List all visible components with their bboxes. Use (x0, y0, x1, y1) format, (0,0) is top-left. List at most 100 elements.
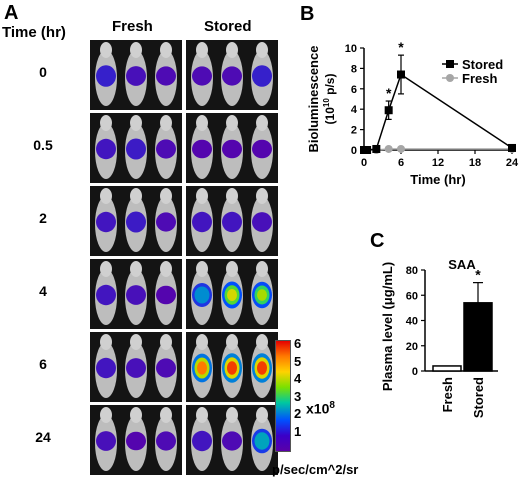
signal-core (227, 289, 237, 301)
signal-outer (252, 212, 272, 232)
mouse-trio (95, 42, 177, 106)
data-point-stored (397, 70, 405, 79)
signal-outer (222, 431, 242, 451)
y-tick-label: 2 (351, 125, 357, 137)
signal-outer (192, 66, 212, 86)
signal-outer (156, 358, 176, 378)
stored-mouse-image (186, 113, 278, 183)
x-tick-label: 24 (506, 157, 519, 169)
y-tick-label: 8 (351, 63, 357, 75)
signal-outer (96, 357, 116, 379)
y-tick-label: 60 (406, 290, 418, 302)
mouse-head (256, 334, 268, 350)
signal-outer (156, 285, 176, 305)
signal-outer (96, 284, 116, 306)
time-row-label: 2 (39, 210, 47, 226)
signal-outer (252, 65, 272, 87)
panel-c-chart: C 0 20 40 60 80 SAA Plasma level (μg/mL) Fresh * S… (370, 230, 498, 418)
signal-outer (126, 66, 146, 86)
data-point-fresh (384, 144, 393, 153)
x-axis-label: Time (hr) (410, 172, 465, 187)
signal-outer (192, 430, 212, 452)
panel-c-letter: C (370, 230, 384, 252)
mouse-trio (95, 115, 177, 179)
mouse-head (160, 188, 172, 204)
data-point-stored (372, 144, 381, 153)
mouse-head (130, 261, 142, 277)
mouse-head (130, 115, 142, 131)
bar-fresh (432, 365, 462, 372)
bar-stored (463, 302, 493, 372)
fresh-mouse-image (90, 40, 182, 110)
signal-outer (126, 431, 146, 451)
colorbar-tick-label: 6 (294, 336, 302, 351)
category-label: Fresh (440, 377, 455, 412)
colorbar-tick-label: 4 (294, 371, 302, 386)
mouse-head (160, 42, 172, 58)
mouse-head (256, 42, 268, 58)
mouse-head (130, 42, 142, 58)
y-tick-label: 10 (345, 43, 357, 55)
chart-title: SAA (448, 257, 476, 272)
mouse-head (100, 115, 112, 131)
mouse-head (160, 334, 172, 350)
mouse-head (160, 261, 172, 277)
y-tick-label: 40 (406, 316, 418, 328)
signal-outer (126, 285, 146, 305)
signal-outer (96, 431, 116, 451)
fresh-mouse-image (90, 405, 182, 475)
mouse-head (256, 407, 268, 423)
time-header: Time (hr) (2, 24, 66, 41)
signal-outer (156, 212, 176, 232)
mouse-trio (95, 407, 177, 471)
signal-core (197, 361, 207, 375)
signal-outer (156, 66, 176, 86)
mouse-trio (95, 261, 177, 325)
fresh-mouse-image (90, 259, 182, 329)
signal-outer (252, 139, 272, 159)
mouse-trio (191, 188, 273, 252)
mouse-trio (95, 334, 177, 398)
mouse-head (226, 261, 238, 277)
significance-star: * (475, 267, 481, 283)
signal-outer (156, 139, 176, 159)
signal-outer (192, 211, 212, 233)
signal-outer (222, 139, 242, 159)
signal-outer (222, 66, 242, 86)
y-tick-label: 4 (351, 104, 358, 116)
stored-mouse-image (186, 259, 278, 329)
mouse-head (130, 407, 142, 423)
mouse-head (256, 188, 268, 204)
mouse-head (226, 407, 238, 423)
mouse-head (226, 188, 238, 204)
significance-star: * (398, 39, 404, 55)
fresh-mouse-image (90, 186, 182, 256)
fresh-mouse-image (90, 332, 182, 402)
mouse-trio (191, 407, 273, 471)
fresh-mouse-image (90, 113, 182, 183)
y-tick-label: 20 (406, 341, 418, 353)
y-tick-label: 6 (351, 84, 357, 96)
mouse-head (196, 42, 208, 58)
signal-outer (126, 358, 146, 378)
colorbar-tick-label: 3 (294, 388, 302, 404)
x-tick-label: 18 (469, 157, 481, 169)
mouse-head (196, 188, 208, 204)
stored-mouse-image (186, 332, 278, 402)
stored-mouse-image (186, 405, 278, 475)
colorbar (275, 340, 291, 452)
category-label: Stored (471, 377, 486, 418)
y-axis-label: Bioluminescence (306, 46, 321, 153)
mouse-head (130, 188, 142, 204)
mouse-trio (191, 115, 273, 179)
fresh-column-header: Fresh (112, 18, 153, 35)
legend-label: Stored (462, 57, 503, 72)
mouse-trio (191, 261, 273, 325)
mouse-trio (95, 188, 177, 252)
mouse-head (256, 261, 268, 277)
signal-outer (192, 139, 212, 159)
mouse-head (160, 115, 172, 131)
x-tick-label: 6 (398, 157, 404, 169)
y-tick-label: 0 (412, 366, 418, 378)
